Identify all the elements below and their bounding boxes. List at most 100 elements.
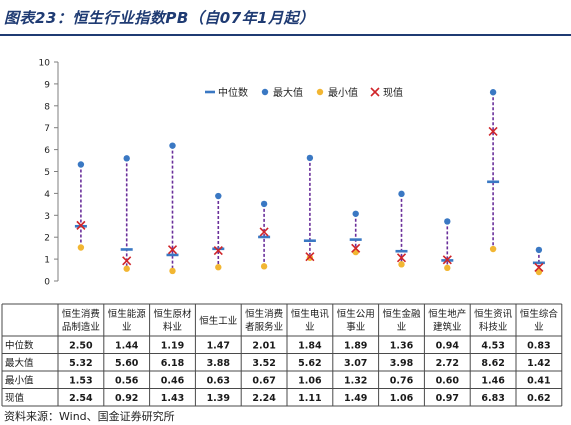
category-label: 业 <box>122 322 132 333</box>
row-label: 中位数 <box>5 339 34 351</box>
min-point <box>77 244 85 251</box>
category-label: 恒生能源 <box>108 308 147 320</box>
legend-label: 最大值 <box>273 86 303 99</box>
min-point <box>444 264 451 272</box>
table-cell: 0.76 <box>390 375 414 386</box>
category-label: 恒生金融 <box>382 308 421 320</box>
table-cell: 1.46 <box>481 375 505 386</box>
table-cell: 3.52 <box>252 358 275 369</box>
category-label: 建筑业 <box>433 321 462 333</box>
table-cell: 0.92 <box>115 393 138 404</box>
min-point <box>215 264 222 271</box>
category-label: 科技业 <box>479 321 508 333</box>
y-tick-label: 7 <box>44 124 50 134</box>
table-cell: 4.53 <box>481 340 504 351</box>
table-cell: 0.94 <box>436 340 460 351</box>
table-cell: 1.47 <box>207 340 230 351</box>
table-cell: 3.98 <box>390 358 414 369</box>
table-cell: 1.06 <box>390 393 414 404</box>
category-label: 料业 <box>163 321 182 333</box>
legend-min-symbol <box>316 88 324 96</box>
chart-container: 0 1 2 3 4 5 6 7 8 9 10 中位数 最大值 最小值 现值 恒生消费 品制造业 恒生能源业恒生原材… <box>0 36 571 408</box>
table-cell: 0.46 <box>161 375 185 386</box>
current-mark <box>351 243 361 253</box>
table-cell: 6.83 <box>481 393 504 404</box>
table-cell: 1.42 <box>527 358 550 369</box>
y-tick-label: 5 <box>44 168 50 178</box>
table-cell: 0.62 <box>527 393 550 404</box>
min-point <box>398 261 405 268</box>
y-tick-label: 0 <box>44 278 50 288</box>
table-cell: 5.32 <box>69 358 92 369</box>
category-label: 恒生消费 <box>62 308 100 320</box>
max-point <box>398 190 405 198</box>
min-point <box>489 245 497 253</box>
max-point <box>306 154 314 162</box>
table-cell: 1.89 <box>344 340 367 351</box>
y-tick-label: 6 <box>44 146 50 156</box>
table-cell: 6.18 <box>161 358 185 369</box>
table-cell: 0.97 <box>436 393 459 404</box>
current-mark <box>396 253 407 263</box>
category-label: 业 <box>397 322 407 333</box>
table-cell: 2.50 <box>69 340 93 351</box>
figure-title: 图表23：恒生行业指数PB（自07年1月起） <box>4 9 315 27</box>
table-cell: 2.54 <box>69 393 93 404</box>
table-cell: 3.88 <box>207 358 231 369</box>
category-label: 恒生工业 <box>199 315 237 327</box>
table-cell: 2.01 <box>252 340 275 351</box>
y-tick-label: 1 <box>44 256 50 266</box>
category-label: 恒生电讯 <box>291 308 330 320</box>
category-label: 事业 <box>346 321 365 333</box>
table-cell: 2.72 <box>436 358 459 369</box>
current-mark <box>213 245 223 256</box>
max-point <box>123 155 130 162</box>
category-label: 恒生原材 <box>153 308 192 320</box>
max-point <box>444 218 451 225</box>
current-mark <box>167 245 178 255</box>
legend-label: 现值 <box>383 86 403 99</box>
max-point <box>77 161 85 168</box>
min-point <box>169 267 176 275</box>
source-note: 资料来源：Wind、国金证券研究所 <box>4 410 175 423</box>
max-point <box>215 192 222 200</box>
title-bar: 图表23：恒生行业指数PB（自07年1月起） <box>0 0 571 36</box>
max-point <box>169 142 176 149</box>
category-label: 恒生地产 <box>428 308 466 320</box>
y-tick-label: 10 <box>39 59 51 69</box>
legend-max-symbol <box>261 88 269 96</box>
current-mark <box>488 126 498 136</box>
table-cell: 0.63 <box>207 375 230 386</box>
legend-label: 最小值 <box>328 86 358 99</box>
max-point <box>352 210 359 217</box>
table-cell: 1.49 <box>344 393 367 404</box>
table-cell: 5.62 <box>298 358 321 369</box>
min-point <box>260 263 268 270</box>
category-label: 恒生资讯 <box>474 308 513 320</box>
category-label: 业 <box>305 322 315 333</box>
y-tick-label: 3 <box>44 212 50 222</box>
current-mark <box>442 255 452 265</box>
table-cell: 0.60 <box>436 375 460 386</box>
table-cell: 1.53 <box>69 375 92 386</box>
table-cell: 1.43 <box>161 393 184 404</box>
legend-label: 中位数 <box>218 86 248 99</box>
max-point <box>535 246 543 254</box>
max-point <box>489 89 497 96</box>
category-label: 恒生公用 <box>337 308 375 320</box>
table-cell: 1.06 <box>298 375 322 386</box>
row-label: 最小值 <box>5 374 34 386</box>
category-label: 恒生综合 <box>520 308 559 320</box>
table-cell: 8.62 <box>481 358 504 369</box>
table-cell: 5.60 <box>115 358 139 369</box>
table-cell: 1.19 <box>161 340 184 351</box>
legend-current-symbol <box>370 87 380 97</box>
max-point <box>260 200 268 208</box>
current-mark <box>76 220 86 230</box>
current-mark <box>305 252 315 262</box>
table-cell: 1.11 <box>298 393 321 404</box>
table-cell: 1.32 <box>344 375 367 386</box>
category-label: 业 <box>534 322 544 333</box>
y-tick-label: 2 <box>44 234 50 244</box>
table-cell: 1.44 <box>115 340 139 351</box>
